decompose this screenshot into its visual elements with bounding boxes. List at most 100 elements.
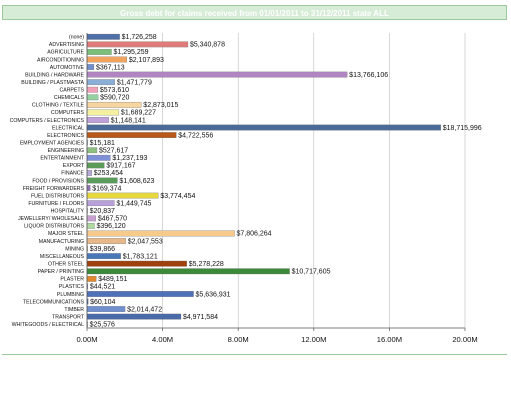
category-label: AIRCONDITIONING [37,57,84,63]
bar [86,94,99,101]
bar [86,185,91,191]
chart-title: Gross debt for claims received from 01/0… [2,5,507,20]
bar [86,86,98,93]
category-label: WHITEGOODS / ELECTRICAL [12,322,84,328]
bar [86,79,115,86]
axes: 0.00M 4.00M 8.00M 12.00M 16.00M 20.00M [76,33,478,344]
value-label: $2,873,015 [143,102,178,109]
value-label: $527,617 [99,148,128,155]
bar [86,230,235,237]
bar [86,215,96,222]
category-label: AUTOMOTIVE [50,65,85,71]
footer-divider [2,354,507,355]
category-label: COMPUTERS [51,110,85,116]
category-label: OTHER STEEL [48,262,84,268]
bar [86,101,142,108]
x-tick-label: 8.00M [228,335,249,344]
value-label: $1,783,121 [123,253,158,260]
bar [86,275,97,282]
value-label: $4,971,584 [183,314,218,321]
category-label: CHEMICALS [54,95,85,101]
category-label: (none) [69,35,84,41]
category-label: EXPORT [63,163,85,169]
value-label: $13,766,106 [349,72,388,79]
value-label: $1,608,623 [119,178,154,185]
category-label: LIQUOR DISTRIBUTORS [24,224,84,230]
x-tick-label: 4.00M [152,335,173,344]
value-label: $253,454 [94,170,123,177]
category-label: AGRICULTURE [47,50,84,56]
labels: (none) $1,726,258 ADVERTISING $5,340,878 AGR… [10,34,482,328]
value-label: $44,521 [90,284,115,291]
bar [86,268,290,275]
value-label: $15,181 [90,140,115,147]
category-label: PAPER / PRINTING [38,269,84,275]
value-label: $5,278,228 [189,261,224,268]
value-label: $5,636,931 [196,291,231,298]
bar [86,223,95,229]
bar [86,170,92,176]
bar [86,41,189,48]
x-tick-label: 16.00M [377,335,402,344]
value-label: $1,148,141 [111,117,146,124]
bar [86,291,194,297]
bar [86,109,120,116]
category-label: CARPETS [59,88,84,94]
value-label: $1,726,258 [122,34,157,41]
bar [86,117,109,123]
value-label: $396,120 [96,223,125,230]
value-label: $1,295,259 [113,49,148,56]
bar [86,124,441,131]
category-label: MISCELLANEOUS [40,254,85,260]
value-label: $1,471,779 [117,79,152,86]
x-tick-label: 0.00M [76,335,97,344]
bar [86,162,105,169]
category-label: ELECTRONICS [47,133,84,139]
category-label: TELECOMMUNICATIONS [23,299,85,305]
bar [86,49,112,55]
value-label: $2,014,472 [127,306,162,313]
value-label: $1,689,227 [121,110,156,117]
x-tick-label: 12.00M [301,335,326,344]
value-label: $39,866 [90,246,115,253]
bar [86,64,95,70]
value-label: $3,774,454 [160,193,195,200]
value-label: $573,610 [100,87,129,94]
value-label: $20,837 [90,208,115,215]
category-label: EMPLOYMENT AGENCIES [20,140,85,146]
value-label: $2,107,893 [129,57,164,64]
value-label: $169,374 [92,185,121,192]
value-label: $489,151 [98,276,127,283]
value-label: $917,167 [106,163,135,170]
bar [86,313,182,320]
category-label: FUEL DISTRIBUTORS [31,193,85,199]
category-label: PLASTER [60,277,84,283]
category-label: FOOD / PROVISIONS [32,178,84,184]
bar [86,260,187,267]
category-label: PLASTICS [59,284,85,290]
category-label: FREIGHT FORWARDERS [23,186,85,192]
value-label: $10,717,605 [292,269,331,276]
value-label: $7,806,264 [237,231,272,238]
category-label: BUILDING / HARDWARE [25,72,84,78]
bar [86,33,120,40]
value-label: $60,104 [90,299,115,306]
category-label: CLOTHING / TEXTILE [32,103,85,109]
category-label: TIMBER [64,307,84,313]
value-label: $367,113 [96,64,125,71]
category-label: PLUMBING [57,292,84,298]
value-label: $1,237,193 [112,155,147,162]
bar [86,238,126,244]
category-label: ENGINEERING [48,148,84,154]
value-label: $4,722,556 [178,132,213,139]
bar [86,306,126,312]
bar [86,177,118,184]
category-label: BUILDING / PLASTMASTA [21,80,84,86]
bars [86,33,441,328]
category-label: TRANSPORT [52,314,85,320]
bar [86,154,111,161]
bar [86,192,159,199]
value-label: $2,047,553 [128,238,163,245]
bar [86,71,348,78]
category-label: MANUFACTURING [39,239,84,245]
